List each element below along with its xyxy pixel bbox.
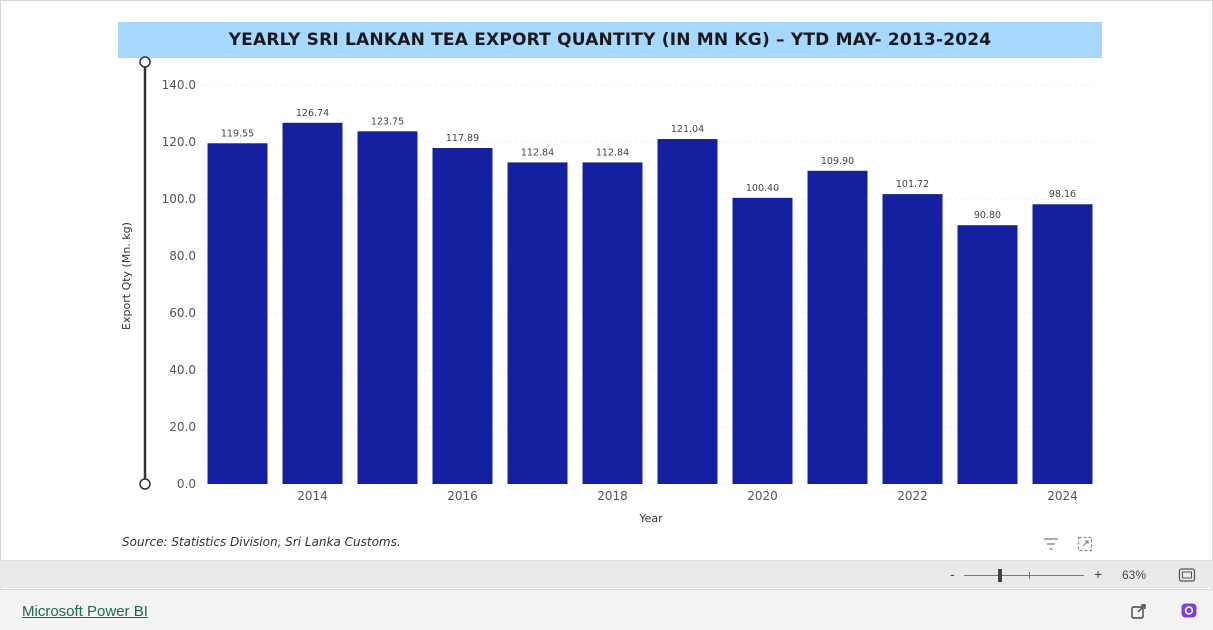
bar <box>732 197 793 485</box>
bar <box>957 225 1018 484</box>
zoom-slider-thumb[interactable] <box>998 569 1002 582</box>
share-icon[interactable] <box>1130 602 1148 620</box>
bar <box>357 131 418 484</box>
chat-icon[interactable] <box>1180 602 1198 620</box>
y-tick-label: 0.0 <box>177 477 196 491</box>
bar-chart: 0.0 20.0 40.0 60.0 80.0 100.0 120.0 140.0 119.5… <box>120 56 1100 525</box>
bar <box>657 139 718 484</box>
y-tick-label: 40.0 <box>169 363 196 377</box>
bar-data-label: 121.04 <box>671 124 704 135</box>
bar-data-label: 109.90 <box>821 156 854 167</box>
bar <box>207 143 268 484</box>
zoom-slider-track[interactable] <box>964 575 1084 576</box>
bar <box>807 170 868 484</box>
y-tick-label: 120.0 <box>162 135 196 149</box>
filter-icon[interactable] <box>1042 535 1060 553</box>
bar <box>582 162 643 484</box>
y-tick-label: 100.0 <box>162 192 196 206</box>
y-axis-title: Export Qty (Mn. kg) <box>120 222 133 330</box>
bars <box>207 122 1093 485</box>
zoom-slider-midpoint <box>1029 572 1030 579</box>
x-axis-title: Year <box>638 512 663 525</box>
y-tick-label: 140.0 <box>162 78 196 92</box>
bar <box>432 148 493 485</box>
x-tick-label: 2022 <box>897 489 928 503</box>
bar <box>282 122 343 484</box>
fit-to-page-icon[interactable] <box>1178 567 1196 583</box>
y-axis-range-slider[interactable] <box>139 56 151 490</box>
bar <box>1032 204 1093 484</box>
chart-title-bar: YEARLY SRI LANKAN TEA EXPORT QUANTITY (I… <box>118 22 1102 58</box>
bar-data-label: 119.55 <box>221 128 254 139</box>
zoom-bar: - + 63% <box>0 560 1213 588</box>
range-slider-top-handle[interactable] <box>139 56 151 68</box>
bar-data-label: 117.89 <box>446 133 479 144</box>
bar <box>507 162 568 484</box>
focus-mode-icon[interactable] <box>1076 535 1094 553</box>
y-tick-label: 80.0 <box>169 249 196 263</box>
bar-data-label: 112.84 <box>596 147 629 158</box>
footer-bar: Microsoft Power BI <box>0 589 1213 630</box>
x-tick-label: 2024 <box>1047 489 1078 503</box>
x-tick-label: 2014 <box>297 489 328 503</box>
bar-data-label: 112.84 <box>521 147 554 158</box>
bar <box>882 194 943 484</box>
y-axis: 0.0 20.0 40.0 60.0 80.0 100.0 120.0 140.0 <box>162 78 196 491</box>
zoom-out-button[interactable]: - <box>950 566 955 582</box>
bar-data-label: 100.40 <box>746 183 779 194</box>
bar-data-label: 101.72 <box>896 179 929 190</box>
range-slider-bottom-handle[interactable] <box>139 478 151 490</box>
zoom-in-button[interactable]: + <box>1094 566 1103 582</box>
x-tick-label: 2018 <box>597 489 628 503</box>
power-bi-link[interactable]: Microsoft Power BI <box>22 603 148 620</box>
bar-data-label: 98.16 <box>1049 189 1076 200</box>
gridlines <box>200 84 1100 485</box>
bar-data-label: 126.74 <box>296 108 329 119</box>
y-tick-label: 20.0 <box>169 420 196 434</box>
x-axis: 2014 2016 2018 2020 2022 2024 <box>297 489 1078 503</box>
bar-data-label: 90.80 <box>974 210 1001 221</box>
chart-title: YEARLY SRI LANKAN TEA EXPORT QUANTITY (I… <box>228 30 992 50</box>
x-tick-label: 2020 <box>747 489 778 503</box>
zoom-level: 63% <box>1122 568 1147 582</box>
x-tick-label: 2016 <box>447 489 478 503</box>
data-labels: 119.55 126.74 123.75 117.89 112.84 112.84 121.… <box>221 108 1076 221</box>
y-tick-label: 60.0 <box>169 306 196 320</box>
bar-data-label: 123.75 <box>371 116 404 127</box>
source-note: Source: Statistics Division, Sri Lanka C… <box>122 535 401 549</box>
